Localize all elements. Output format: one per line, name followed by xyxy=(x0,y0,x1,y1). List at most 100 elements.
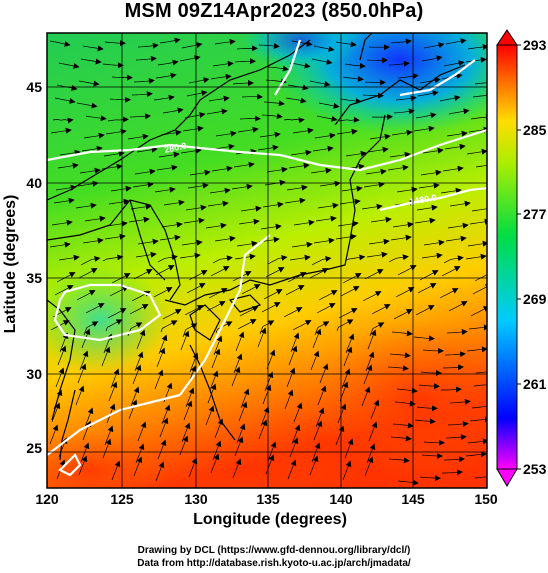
y-tick-45: 45 xyxy=(26,79,42,95)
streamline xyxy=(423,439,445,446)
streamline xyxy=(449,200,471,207)
streamline xyxy=(418,383,440,390)
streamline xyxy=(396,387,418,394)
streamline xyxy=(182,125,204,132)
streamline xyxy=(153,287,173,298)
streamline xyxy=(107,308,127,319)
streamline xyxy=(293,219,315,226)
streamline xyxy=(443,456,465,463)
streamline xyxy=(315,215,337,222)
streamline xyxy=(397,73,419,80)
streamline xyxy=(133,456,143,477)
streamline xyxy=(319,180,341,187)
streamline xyxy=(419,77,441,84)
streamline xyxy=(186,90,208,97)
streamline xyxy=(206,108,228,115)
streamline xyxy=(153,94,175,101)
streamline xyxy=(289,254,311,261)
streamline xyxy=(342,75,364,82)
streamline xyxy=(318,102,340,109)
streamline xyxy=(207,200,229,207)
streamline xyxy=(443,255,464,264)
streamline xyxy=(472,284,487,295)
streamline xyxy=(445,235,467,242)
streamline xyxy=(236,240,258,247)
streamline xyxy=(233,161,255,168)
streamline xyxy=(362,291,382,302)
streamline xyxy=(109,286,129,297)
streamline xyxy=(159,417,169,438)
streamline xyxy=(313,420,323,441)
streamline xyxy=(214,38,236,45)
streamline xyxy=(388,60,410,67)
streamline xyxy=(338,308,358,319)
streamline xyxy=(210,266,230,277)
streamline xyxy=(210,453,220,474)
streamline xyxy=(309,80,331,87)
streamline xyxy=(442,165,464,172)
streamline xyxy=(439,95,461,102)
streamline xyxy=(364,269,384,280)
streamline xyxy=(235,331,245,352)
streamline xyxy=(54,97,76,104)
streamline xyxy=(111,460,121,481)
streamline xyxy=(128,399,138,420)
streamline xyxy=(211,348,221,369)
streamline xyxy=(286,184,308,191)
colorbar-tick-253: 253 xyxy=(523,461,547,477)
streamline xyxy=(390,38,412,45)
streamline xyxy=(75,385,85,406)
streamline xyxy=(205,405,215,426)
streamline xyxy=(85,115,107,122)
streamline xyxy=(471,403,487,410)
streamline xyxy=(370,399,380,420)
streamline xyxy=(470,114,487,121)
streamline xyxy=(445,38,467,45)
streamline xyxy=(163,199,185,206)
streamline xyxy=(309,455,319,476)
streamline xyxy=(231,183,253,190)
streamline xyxy=(214,418,224,439)
streamline xyxy=(394,400,416,407)
y-tick-30: 30 xyxy=(26,366,42,382)
streamline xyxy=(446,130,468,137)
streamline xyxy=(416,405,438,412)
streamline xyxy=(446,329,468,335)
streamline xyxy=(212,255,233,264)
streamline xyxy=(238,218,260,225)
streamline xyxy=(340,286,360,297)
streamline xyxy=(292,127,314,134)
streamline xyxy=(162,309,182,320)
streamline xyxy=(444,143,466,150)
streamline xyxy=(389,151,411,158)
streamline xyxy=(59,149,81,156)
streamline xyxy=(447,222,469,229)
y-tick-25: 25 xyxy=(26,440,42,456)
streamline xyxy=(413,335,435,342)
streamline xyxy=(184,305,204,316)
streamline xyxy=(155,461,165,482)
streamline xyxy=(262,384,272,405)
streamline xyxy=(82,45,104,52)
streamline xyxy=(421,55,443,62)
streamline xyxy=(368,421,378,442)
streamline xyxy=(366,251,388,258)
colorbar-tick-293: 293 xyxy=(523,37,547,53)
streamline xyxy=(101,346,111,367)
streamline xyxy=(465,451,487,458)
streamline xyxy=(388,254,409,263)
streamline xyxy=(136,329,146,350)
streamline xyxy=(267,65,289,72)
streamline xyxy=(82,237,104,244)
streamline xyxy=(344,438,354,459)
streamline xyxy=(188,270,208,281)
streamline xyxy=(49,241,71,248)
streamline xyxy=(258,419,268,440)
streamline xyxy=(395,95,417,102)
streamline xyxy=(472,95,487,98)
streamline xyxy=(51,402,61,423)
colorbar-tick-277: 277 xyxy=(523,206,547,222)
x-tick-120: 120 xyxy=(35,491,59,507)
streamline xyxy=(183,400,193,421)
